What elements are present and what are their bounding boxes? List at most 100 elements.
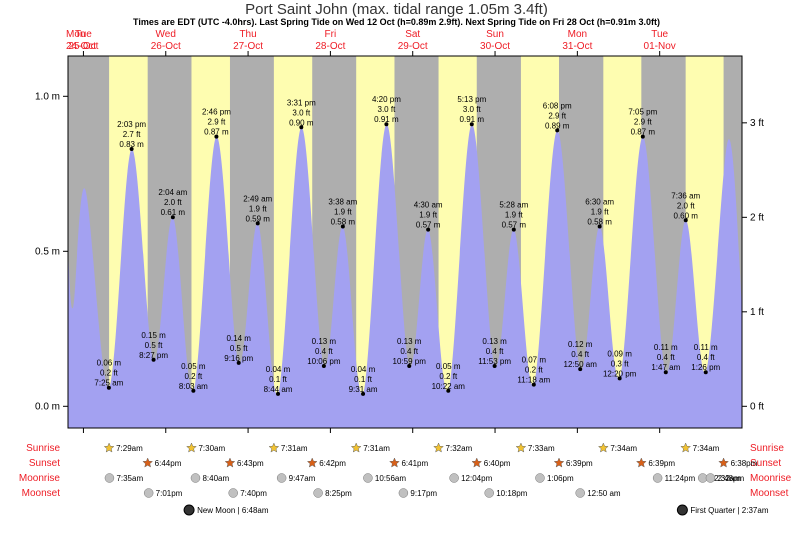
svg-text:0.5 ft: 0.5 ft [230,344,249,353]
svg-text:2.9 ft: 2.9 ft [208,118,227,127]
svg-text:Tue: Tue [651,29,668,40]
svg-text:0.91 m: 0.91 m [374,115,399,124]
svg-text:1.9 ft: 1.9 ft [419,211,438,220]
svg-text:0.11 m: 0.11 m [654,343,678,352]
svg-text:0.91 m: 0.91 m [460,115,485,124]
svg-text:3 ft: 3 ft [750,118,764,129]
svg-text:12:50 am: 12:50 am [564,360,598,369]
svg-text:0.61 m: 0.61 m [161,208,186,217]
svg-text:Moonrise: Moonrise [750,473,792,484]
svg-text:0.60 m: 0.60 m [674,211,699,220]
svg-text:12:50 am: 12:50 am [587,489,621,498]
svg-text:7:34am: 7:34am [610,444,637,453]
svg-text:7:31am: 7:31am [281,444,308,453]
svg-text:0.4 ft: 0.4 ft [657,353,676,362]
svg-text:7:31am: 7:31am [363,444,390,453]
svg-text:7:35am: 7:35am [116,474,143,483]
svg-text:26-Oct: 26-Oct [151,41,181,52]
svg-text:0.4 ft: 0.4 ft [486,347,505,356]
svg-text:5:28 am: 5:28 am [499,201,528,210]
svg-text:7:40pm: 7:40pm [240,489,267,498]
svg-text:2.0 ft: 2.0 ft [164,198,183,207]
svg-text:10:22 am: 10:22 am [432,382,466,391]
tide-chart: 0.0 m0.5 m1.0 m0 ft1 ft2 ft3 ftMon24-Oct… [0,0,793,539]
svg-text:1:06pm: 1:06pm [547,474,574,483]
svg-text:5:13 pm: 5:13 pm [457,95,486,104]
svg-text:Sunset: Sunset [29,458,60,469]
svg-text:0.05 m: 0.05 m [436,362,461,371]
svg-text:10:59 pm: 10:59 pm [393,357,427,366]
svg-text:Moonset: Moonset [750,488,789,499]
svg-text:2.7 ft: 2.7 ft [123,130,142,139]
svg-text:Sunrise: Sunrise [750,443,784,454]
svg-text:0.58 m: 0.58 m [331,218,356,227]
svg-text:1.9 ft: 1.9 ft [249,204,268,213]
svg-text:First Quarter | 2:37am: First Quarter | 2:37am [690,506,768,515]
svg-text:4:30 am: 4:30 am [414,201,443,210]
svg-text:1.9 ft: 1.9 ft [334,208,353,217]
svg-text:Times are EDT (UTC -4.0hrs). L: Times are EDT (UTC -4.0hrs). Last Spring… [133,17,660,27]
svg-text:Thu: Thu [239,29,256,40]
svg-text:0.2 ft: 0.2 ft [184,372,203,381]
svg-text:Fri: Fri [325,29,337,40]
svg-text:0.13 m: 0.13 m [312,337,337,346]
svg-text:7:33am: 7:33am [528,444,555,453]
svg-text:Port Saint John (max. tidal ra: Port Saint John (max. tidal range 1.05m … [245,1,548,18]
svg-text:3.0 ft: 3.0 ft [463,105,482,114]
svg-text:0.05 m: 0.05 m [181,362,206,371]
svg-text:Moonset: Moonset [22,488,61,499]
svg-text:0.3 ft: 0.3 ft [611,359,630,368]
svg-text:0.83 m: 0.83 m [119,140,144,149]
svg-text:0.57 m: 0.57 m [502,221,527,230]
svg-text:1:26 pm: 1:26 pm [691,363,720,372]
svg-text:27-Oct: 27-Oct [233,41,263,52]
svg-text:0.12 m: 0.12 m [568,340,593,349]
svg-text:01-Nov: 01-Nov [644,41,676,52]
svg-text:0.58 m: 0.58 m [587,218,612,227]
svg-text:6:38pm: 6:38pm [731,459,758,468]
svg-text:6:39pm: 6:39pm [648,459,675,468]
svg-text:6:42pm: 6:42pm [319,459,346,468]
svg-text:0.11 m: 0.11 m [694,343,718,352]
svg-text:0.90 m: 0.90 m [289,118,314,127]
svg-text:2.9 ft: 2.9 ft [634,118,653,127]
svg-text:25-Oct: 25-Oct [68,41,98,52]
svg-text:6:40pm: 6:40pm [484,459,511,468]
svg-text:28-Oct: 28-Oct [315,41,345,52]
svg-text:2 ft: 2 ft [750,212,764,223]
svg-text:30-Oct: 30-Oct [480,41,510,52]
svg-text:10:56am: 10:56am [375,474,406,483]
svg-text:0.07 m: 0.07 m [522,356,547,365]
svg-text:0.2 ft: 0.2 ft [439,372,458,381]
svg-text:Sunrise: Sunrise [26,443,60,454]
svg-text:2:48pm: 2:48pm [717,474,744,483]
svg-text:7:01pm: 7:01pm [156,489,183,498]
svg-text:0.2 ft: 0.2 ft [100,369,119,378]
svg-text:0.14 m: 0.14 m [226,334,251,343]
svg-text:0.1 ft: 0.1 ft [269,375,288,384]
svg-text:8:27 pm: 8:27 pm [139,351,168,360]
svg-text:1.9 ft: 1.9 ft [505,211,524,220]
svg-text:2.0 ft: 2.0 ft [677,201,696,210]
svg-text:6:08 pm: 6:08 pm [543,101,572,110]
svg-text:0.57 m: 0.57 m [416,221,441,230]
svg-text:9:17pm: 9:17pm [410,489,437,498]
svg-text:3:38 am: 3:38 am [328,198,357,207]
svg-text:0 ft: 0 ft [750,401,764,412]
svg-text:2:46 pm: 2:46 pm [202,108,231,117]
svg-text:Sun: Sun [486,29,504,40]
svg-text:1.9 ft: 1.9 ft [591,208,610,217]
svg-text:0.5 ft: 0.5 ft [145,341,164,350]
svg-text:10:18pm: 10:18pm [496,489,527,498]
svg-text:1 ft: 1 ft [750,307,764,318]
svg-text:11:18 am: 11:18 am [517,376,550,385]
svg-text:7:05 pm: 7:05 pm [628,108,657,117]
svg-text:2:03 pm: 2:03 pm [117,120,146,129]
svg-text:3.0 ft: 3.0 ft [292,108,311,117]
svg-text:0.4 ft: 0.4 ft [400,347,419,356]
svg-text:0.0 m: 0.0 m [35,401,60,412]
svg-text:Mon: Mon [568,29,587,40]
svg-text:3.0 ft: 3.0 ft [378,105,397,114]
svg-text:7:25 am: 7:25 am [94,379,123,388]
svg-text:2:04 am: 2:04 am [158,188,187,197]
